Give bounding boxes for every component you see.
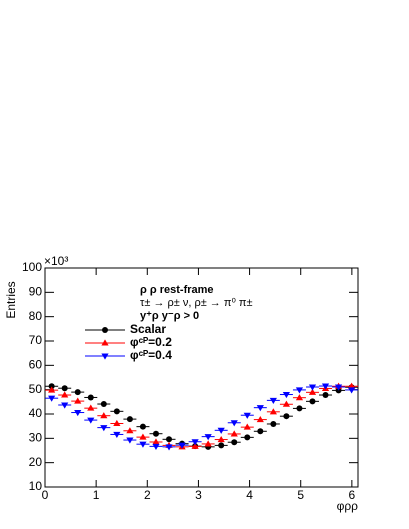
point — [191, 439, 199, 446]
point — [102, 327, 108, 333]
point — [282, 400, 290, 407]
point — [243, 412, 251, 419]
point — [113, 419, 121, 427]
point — [126, 437, 134, 444]
point — [61, 391, 69, 398]
point — [165, 444, 173, 451]
x-tick-label: 5 — [297, 488, 304, 502]
point — [126, 427, 134, 434]
point — [48, 395, 56, 402]
point — [74, 389, 81, 396]
point — [113, 408, 120, 415]
x-tick-label: 6 — [349, 488, 356, 502]
y-tick-label: 50 — [29, 382, 43, 396]
point — [74, 397, 82, 404]
point — [191, 442, 199, 449]
point — [256, 415, 264, 423]
point — [178, 442, 186, 449]
y-tick-label: 40 — [29, 406, 43, 420]
point — [139, 423, 146, 430]
point — [296, 405, 303, 412]
point — [218, 442, 225, 449]
point — [48, 386, 56, 393]
y-tick-label: 60 — [29, 358, 43, 372]
point — [243, 423, 251, 430]
y-tick-label: 100 — [22, 260, 42, 274]
point — [204, 434, 212, 441]
point — [309, 398, 316, 405]
point — [100, 401, 107, 408]
x-tick-label: 1 — [93, 488, 100, 502]
y-tick-label: 90 — [29, 285, 43, 299]
point — [322, 392, 329, 399]
point — [87, 404, 95, 411]
point — [217, 435, 225, 443]
point — [152, 430, 159, 437]
point — [113, 431, 121, 439]
point — [204, 440, 212, 447]
point — [217, 427, 225, 434]
point — [230, 430, 238, 437]
point — [308, 384, 317, 391]
point — [61, 402, 69, 409]
point — [74, 410, 82, 417]
point — [269, 397, 277, 404]
point — [61, 385, 68, 392]
y-tick-label: 30 — [29, 431, 43, 445]
y-multiplier: ×10³ — [44, 254, 68, 268]
point — [230, 420, 238, 427]
point — [87, 394, 94, 401]
x-tick-label: 3 — [195, 488, 202, 502]
point — [295, 394, 304, 401]
point — [152, 438, 160, 445]
y-tick-label: 80 — [29, 309, 43, 323]
point — [231, 439, 238, 446]
point — [269, 408, 277, 415]
point — [139, 441, 147, 448]
legend-label: Scalar — [130, 322, 166, 336]
annotation: ρ ρ rest-frame — [140, 284, 214, 296]
point — [48, 383, 55, 390]
annotation: y⁺ρ y⁻ρ > 0 — [140, 310, 199, 322]
point — [348, 382, 356, 389]
point — [101, 353, 109, 360]
point — [139, 433, 147, 440]
point — [256, 405, 264, 412]
point — [348, 387, 356, 394]
y-axis-label: Entries — [4, 281, 18, 318]
point — [166, 436, 173, 443]
point — [282, 392, 290, 399]
annotation: τ± → ρ± ν, ρ± → π⁰ π± — [140, 297, 253, 309]
point — [87, 417, 95, 424]
point — [283, 413, 290, 420]
legend-label: φᶜᴾ=0.4 — [130, 348, 172, 362]
point — [152, 443, 160, 450]
point — [257, 428, 264, 435]
point — [101, 339, 109, 346]
point — [334, 384, 343, 391]
x-tick-label: 4 — [246, 488, 253, 502]
point — [100, 412, 108, 419]
point — [308, 388, 317, 395]
y-tick-label: 10 — [29, 479, 43, 493]
legend-label: φᶜᴾ=0.2 — [130, 335, 172, 349]
point — [126, 416, 133, 423]
point — [295, 387, 304, 394]
x-tick-label: 0 — [42, 488, 49, 502]
frame — [44, 267, 359, 488]
point — [270, 420, 277, 427]
x-tick-label: 2 — [144, 488, 151, 502]
x-axis-label: φρρ — [337, 499, 359, 513]
y-tick-label: 70 — [29, 333, 43, 347]
point — [321, 383, 330, 390]
point — [100, 425, 108, 432]
y-tick-label: 20 — [29, 455, 43, 469]
point — [244, 434, 251, 441]
